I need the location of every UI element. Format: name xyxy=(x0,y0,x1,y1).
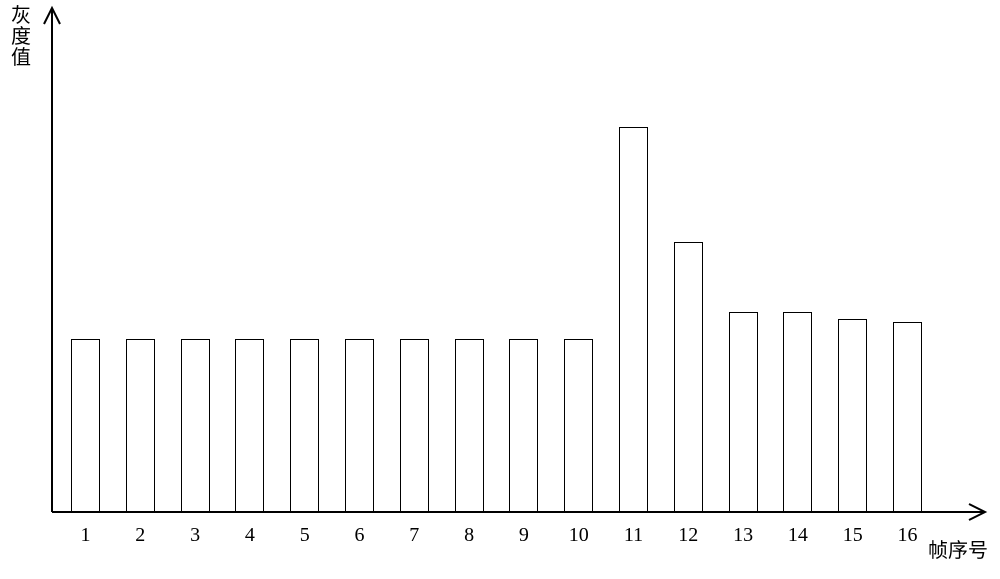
bar xyxy=(345,339,374,512)
x-tick-label: 2 xyxy=(135,524,145,547)
x-tick-label: 11 xyxy=(624,524,643,547)
bar xyxy=(455,339,484,512)
x-tick-label: 15 xyxy=(843,524,863,547)
gray-value-bar-chart: 灰度值 帧序号 12345678910111213141516 xyxy=(0,0,1000,579)
x-tick-label: 4 xyxy=(245,524,255,547)
bar xyxy=(729,312,758,512)
x-tick-label: 5 xyxy=(300,524,310,547)
bar xyxy=(564,339,593,512)
x-tick-label: 14 xyxy=(788,524,808,547)
bar xyxy=(619,127,648,512)
y-axis-label: 灰度值 xyxy=(10,6,32,69)
bar xyxy=(783,312,812,512)
y-axis-label-char: 度 xyxy=(10,27,32,48)
bar xyxy=(235,339,264,512)
bar xyxy=(674,242,703,512)
x-tick-label: 3 xyxy=(190,524,200,547)
bar xyxy=(126,339,155,512)
x-tick-label: 10 xyxy=(569,524,589,547)
bar xyxy=(509,339,538,512)
bar xyxy=(893,322,922,512)
bar xyxy=(71,339,100,512)
y-axis-label-char: 值 xyxy=(10,48,32,69)
x-axis-label: 帧序号 xyxy=(928,534,988,563)
x-tick-label: 9 xyxy=(519,524,529,547)
x-tick-label: 6 xyxy=(355,524,365,547)
bar xyxy=(400,339,429,512)
x-tick-label: 1 xyxy=(81,524,91,547)
x-tick-label: 13 xyxy=(733,524,753,547)
y-axis-label-char: 灰 xyxy=(10,6,32,27)
bar xyxy=(838,319,867,512)
bar xyxy=(181,339,210,512)
x-tick-label: 12 xyxy=(678,524,698,547)
x-tick-label: 16 xyxy=(898,524,918,547)
x-tick-label: 7 xyxy=(409,524,419,547)
x-tick-label: 8 xyxy=(464,524,474,547)
bar xyxy=(290,339,319,512)
